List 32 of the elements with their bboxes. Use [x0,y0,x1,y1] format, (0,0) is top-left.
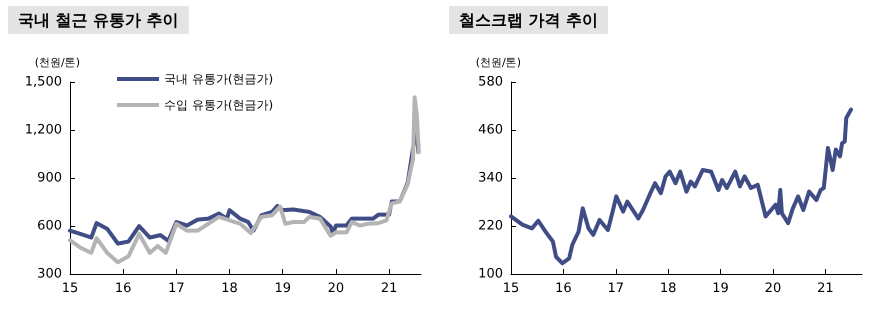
y-tick-label: 900 [37,170,62,186]
line-series [68,95,421,264]
chart-title: 국내 철근 유통가 추이 [18,10,179,30]
x-tick-label: 16 [114,281,132,296]
y-axis-title: (천원/톤) [34,56,80,69]
y-tick-label: 100 [478,266,503,282]
legend-label: 수입 유통가(현금가) [164,98,274,112]
x-tick-label: 15 [502,281,520,296]
x-tick-label: 15 [62,281,78,296]
y-tick-label: 220 [478,218,503,234]
y-tick-label: 340 [478,170,503,186]
x-tick-label: 18 [221,281,238,296]
y-tick-label: 460 [478,122,503,138]
x-tick-label: 21 [817,281,834,296]
x-tick-label: 17 [168,281,185,296]
y-tick-label: 1,200 [24,122,62,138]
x-tick-label: 20 [764,281,782,296]
y-tick-label: 580 [478,74,503,90]
x-tick-label: 21 [380,281,398,296]
x-tick-label: 18 [660,281,676,296]
chart-title: 철스크랩 가격 추이 [459,10,598,30]
legend-label: 국내 유통가(현금가) [164,72,274,86]
y-tick-label: 300 [37,266,62,282]
line-series [509,108,853,266]
x-tick-label: 17 [608,281,624,296]
x-tick-label: 20 [328,281,344,296]
x-tick-label: 19 [712,281,729,296]
y-axis-title: (천원/톤) [476,56,521,69]
x-tick-label: 19 [274,281,291,296]
x-tick-label: 16 [555,281,572,296]
y-tick-label: 600 [37,218,62,234]
y-tick-label: 1,500 [24,74,62,90]
